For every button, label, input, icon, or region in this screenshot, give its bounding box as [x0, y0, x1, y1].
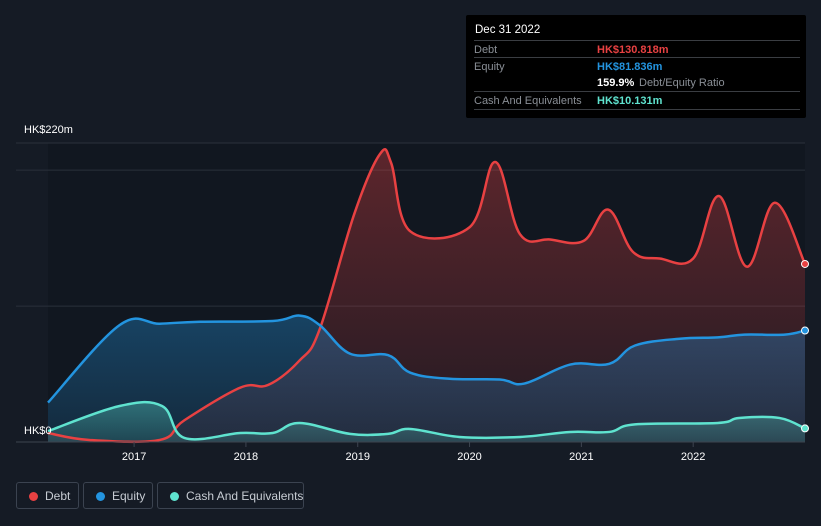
tooltip-divider [474, 109, 800, 110]
tooltip-ratio-label: Debt/Equity Ratio [639, 77, 725, 89]
debt-end-marker [801, 259, 809, 268]
tooltip: Dec 31 2022 Debt HK$130.818m Equity HK$8… [466, 15, 806, 118]
legend-item-cash[interactable]: Cash And Equivalents [157, 482, 304, 509]
legend-label: Equity [112, 489, 146, 503]
tooltip-equity-value: HK$81.836m [597, 61, 663, 73]
tooltip-date: Dec 31 2022 [475, 24, 541, 36]
debt-dot-icon [29, 492, 38, 501]
y-tick-label-zero: HK$0 [24, 425, 52, 437]
equity-end-marker [801, 326, 809, 335]
tooltip-ratio-value: 159.9% [597, 77, 635, 89]
x-tick-label: 2017 [121, 451, 147, 463]
equity-line [47, 314, 806, 404]
tooltip-cash-value: HK$10.131m [597, 95, 663, 107]
debt-line [47, 147, 807, 444]
equity-area [48, 315, 805, 442]
x-tick-label: 2021 [569, 451, 594, 463]
tooltip-equity-row: Equity HK$81.836m [474, 57, 800, 75]
y-tick-label-max: HK$220m [24, 124, 73, 136]
legend-item-equity[interactable]: Equity [83, 482, 153, 509]
cash-dot-icon [170, 492, 179, 501]
cash-line [47, 400, 806, 441]
legend-label: Debt [45, 489, 71, 503]
tooltip-debt-row: Debt HK$130.818m [474, 40, 800, 58]
x-tick-label: 2020 [457, 451, 482, 463]
equity-dot-icon [96, 492, 105, 501]
legend-label: Cash And Equivalents [186, 489, 304, 503]
x-tick-label: 2019 [345, 451, 370, 463]
cash-end-marker [801, 424, 809, 433]
tooltip-debt-value: HK$130.818m [597, 44, 669, 56]
legend-item-debt[interactable]: Debt [16, 482, 79, 509]
tooltip-debt-label: Debt [474, 44, 498, 56]
tooltip-cash-row: Cash And Equivalents HK$10.131m [474, 91, 800, 109]
tooltip-cash-label: Cash And Equivalents [474, 95, 582, 107]
x-tick-label: 2018 [233, 451, 259, 463]
tooltip-ratio-row: 159.9% Debt/Equity Ratio [474, 74, 800, 91]
tooltip-equity-label: Equity [474, 61, 505, 73]
cash-area [48, 402, 805, 442]
x-tick-label: 2022 [680, 451, 706, 463]
